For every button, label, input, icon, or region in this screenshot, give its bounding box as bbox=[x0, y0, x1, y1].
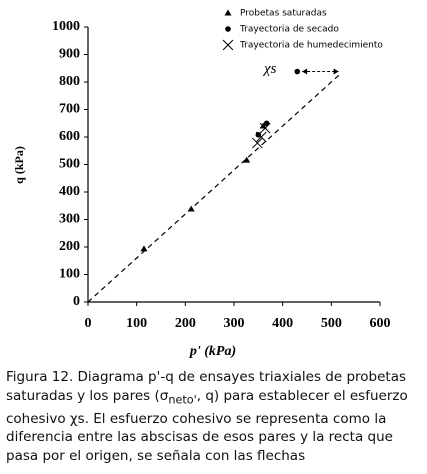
y-tick-label: 800 bbox=[59, 74, 80, 89]
marker-triangle bbox=[259, 122, 267, 129]
marker-cross bbox=[222, 39, 234, 51]
x-tick-label: 200 bbox=[175, 316, 196, 331]
marker-cross bbox=[252, 137, 263, 149]
y-tick-label: 700 bbox=[59, 102, 80, 117]
y-axis-label: q (kPa) bbox=[12, 146, 26, 184]
annotation-label: χs bbox=[262, 61, 277, 77]
fit-line bbox=[87, 72, 342, 303]
x-tick-label: 100 bbox=[126, 316, 147, 331]
caption: Figura 12. Diagrama p'-q de ensayes tria… bbox=[6, 368, 424, 465]
legend-label: Probetas saturadas bbox=[240, 9, 327, 19]
arrow-head bbox=[302, 68, 308, 75]
y-tick-label: 900 bbox=[59, 47, 80, 62]
marker-cross bbox=[259, 122, 271, 134]
marker-triangle bbox=[224, 9, 232, 16]
marker-triangle bbox=[243, 156, 251, 163]
y-tick-label: 1000 bbox=[52, 19, 80, 34]
y-tick-label: 100 bbox=[59, 267, 80, 282]
y-tick-label: 0 bbox=[73, 294, 80, 309]
x-tick-label: 0 bbox=[85, 316, 92, 331]
marker-triangle bbox=[187, 205, 195, 212]
marker-dot bbox=[255, 132, 262, 138]
x-tick-label: 600 bbox=[370, 316, 391, 331]
caption-subscript: neto' bbox=[168, 393, 197, 407]
y-tick-label: 200 bbox=[59, 239, 80, 254]
marker-cross bbox=[255, 131, 267, 143]
x-tick-label: 300 bbox=[224, 316, 245, 331]
caption-text: Figura 12. Diagrama p'-q de ensayes tria… bbox=[6, 369, 407, 404]
x-tick-label: 400 bbox=[272, 316, 293, 331]
chart: p' (kPa) q (kPa) 0 100 200 300 400 500 600 700 8… bbox=[12, 9, 391, 360]
x-axis-label: p' (kPa) bbox=[189, 344, 236, 359]
x-tick-label: 500 bbox=[321, 316, 342, 331]
legend-label: Trayectoria de humedecimiento bbox=[239, 41, 383, 51]
y-tick-label: 500 bbox=[59, 157, 80, 172]
marker-dot bbox=[294, 68, 301, 75]
y-tick-label: 300 bbox=[59, 212, 80, 227]
marker-dot bbox=[225, 26, 231, 32]
y-tick-label: 600 bbox=[59, 129, 80, 144]
y-tick-label: 400 bbox=[59, 184, 80, 199]
legend-label: Trayectoria de secado bbox=[239, 25, 339, 35]
arrow-head bbox=[333, 68, 339, 75]
marker-triangle bbox=[140, 245, 148, 252]
caption-text: , q) para establecer el esfuerzo cohesiv… bbox=[6, 387, 408, 464]
